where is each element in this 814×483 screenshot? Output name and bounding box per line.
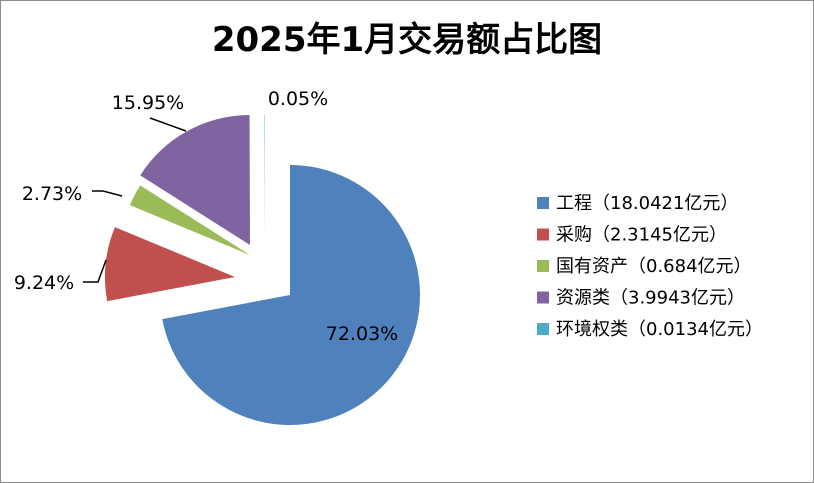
legend-entry-2: 采购（2.3145亿元） (556, 225, 727, 246)
legend-swatch-5 (537, 323, 549, 335)
leader-line-3 (92, 190, 123, 197)
data-label-5: 0.05% (268, 88, 328, 110)
data-label-1: 72.03% (326, 323, 398, 345)
leader-line-4 (149, 117, 187, 132)
data-label-2: 9.24% (14, 272, 74, 294)
legend-swatch-2 (537, 228, 549, 241)
legend-entry-5: 环境权类（0.0134亿元） (556, 319, 763, 340)
pie-slice-3 (129, 185, 250, 255)
legend-entry-1: 工程（18.0421亿元） (556, 193, 738, 214)
pie-slice-2 (105, 227, 235, 302)
legend-entry-3: 国有资产（0.684亿元） (556, 256, 752, 277)
pie-slice-1 (162, 165, 421, 426)
data-label-3: 2.73% (22, 183, 82, 205)
legend-swatch-3 (537, 260, 549, 272)
legend-entry-4: 资源类（3.9943亿元） (556, 288, 745, 309)
leader-line-2 (83, 259, 107, 283)
pie-slice-4 (140, 115, 250, 245)
data-label-4: 15.95% (112, 92, 184, 114)
chart-title: 2025年1月交易额占比图 (212, 20, 602, 60)
legend-swatch-1 (537, 197, 549, 209)
legend-swatch-4 (537, 291, 549, 304)
